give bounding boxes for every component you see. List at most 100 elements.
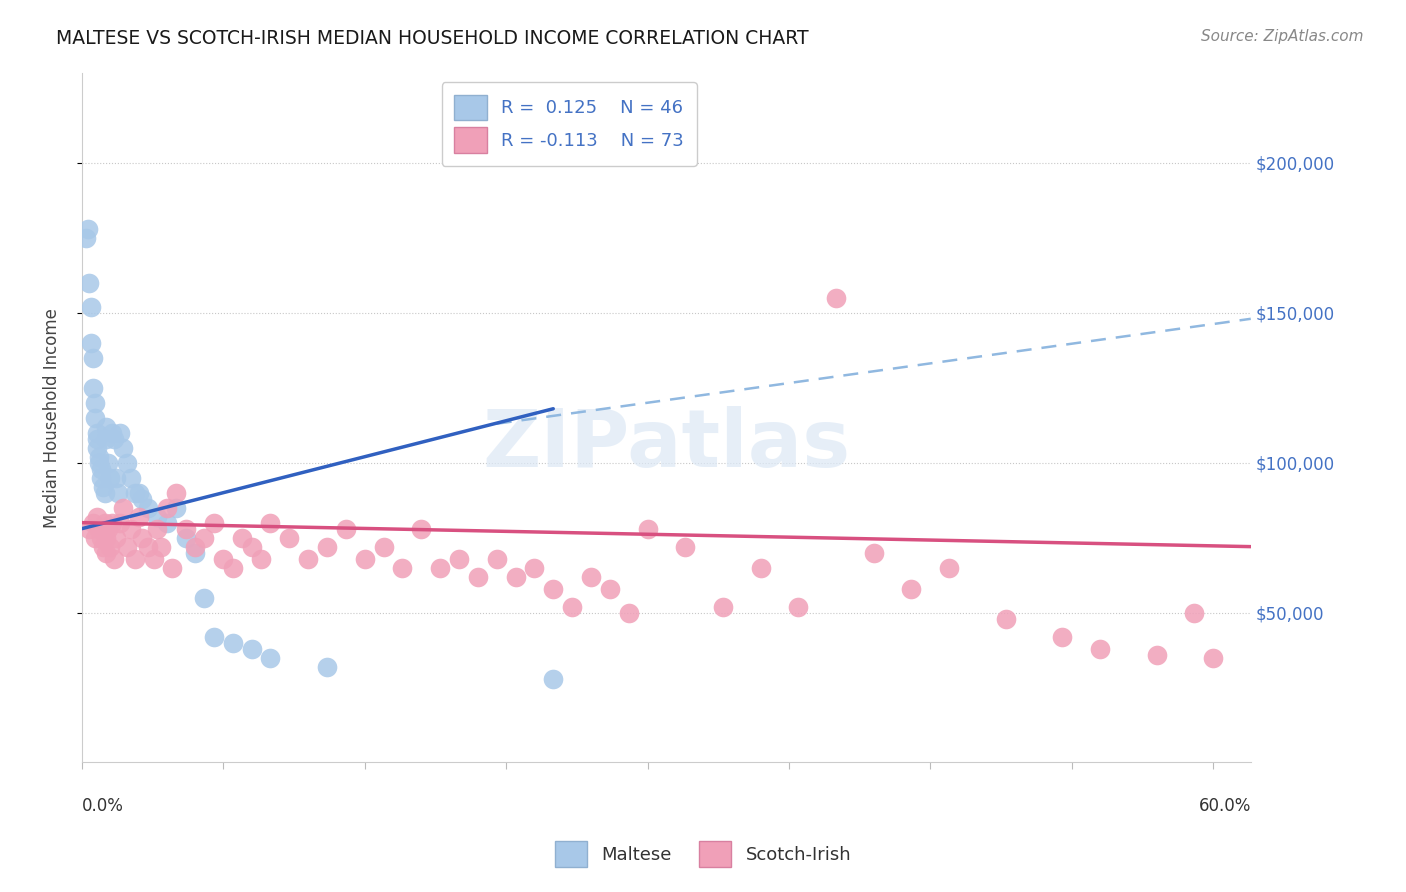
Point (79, 276, 101, 290)
Point (93, 485, 115, 500)
Point (1146, 648, 1168, 662)
Point (749, 560, 772, 574)
Point (1088, 641, 1111, 656)
Point (316, 540, 339, 554)
Point (1052, 630, 1074, 644)
Point (142, 551, 165, 566)
Point (128, 509, 150, 524)
Point (86, 425, 108, 440)
Point (259, 650, 281, 665)
Point (87, 450, 110, 464)
Point (108, 425, 131, 440)
Point (91, 480, 114, 494)
Point (120, 522, 142, 536)
Point (202, 630, 225, 644)
Point (124, 551, 146, 566)
Point (411, 522, 433, 536)
Point (938, 560, 960, 574)
Point (146, 522, 169, 536)
Point (76, 222, 98, 236)
Point (131, 531, 153, 545)
Point (82, 516, 104, 530)
Point (90, 461, 112, 475)
Point (222, 560, 245, 574)
Point (202, 516, 225, 530)
Point (240, 540, 263, 554)
Text: 0.0%: 0.0% (82, 797, 124, 814)
Point (120, 471, 142, 485)
Point (711, 599, 734, 614)
Point (222, 635, 245, 649)
Point (156, 500, 179, 515)
Point (184, 540, 207, 554)
Point (101, 425, 124, 440)
Point (87, 456, 110, 470)
Point (193, 531, 215, 545)
Point (673, 540, 696, 554)
Point (112, 500, 135, 515)
Y-axis label: Median Household Income: Median Household Income (44, 308, 60, 528)
Point (259, 516, 281, 530)
Point (79, 522, 101, 536)
Point (523, 560, 546, 574)
Point (212, 551, 235, 566)
Point (447, 551, 470, 566)
Text: ZIPatlas: ZIPatlas (482, 407, 851, 484)
Point (335, 522, 357, 536)
Point (165, 500, 187, 515)
Point (250, 551, 273, 566)
Point (101, 516, 124, 530)
Point (107, 485, 129, 500)
Point (156, 516, 179, 530)
Point (84, 410, 107, 425)
Text: MALTESE VS SCOTCH-IRISH MEDIAN HOUSEHOLD INCOME CORRELATION CHART: MALTESE VS SCOTCH-IRISH MEDIAN HOUSEHOLD… (56, 29, 808, 47)
Point (90, 531, 112, 545)
Point (115, 540, 138, 554)
Point (579, 569, 602, 583)
Point (165, 485, 187, 500)
Point (297, 551, 319, 566)
Point (174, 522, 197, 536)
Point (136, 500, 159, 515)
Point (104, 471, 127, 485)
Point (131, 491, 153, 506)
Point (150, 540, 173, 554)
Point (112, 441, 135, 455)
Point (353, 551, 375, 566)
Point (104, 531, 127, 545)
Point (994, 611, 1017, 625)
Point (97, 522, 120, 536)
Point (98, 540, 121, 554)
Point (174, 531, 197, 545)
Point (108, 516, 131, 530)
Point (80, 335, 103, 350)
Point (240, 641, 263, 656)
Point (90, 471, 112, 485)
Point (373, 540, 395, 554)
Point (86, 441, 108, 455)
Point (103, 551, 125, 566)
Point (75, 231, 97, 245)
Point (103, 432, 125, 446)
Point (84, 531, 107, 545)
Point (87, 522, 110, 536)
Point (862, 546, 884, 560)
Point (98, 471, 121, 485)
Point (825, 291, 848, 305)
Text: 60.0%: 60.0% (1198, 797, 1251, 814)
Point (505, 569, 527, 583)
Point (316, 659, 339, 673)
Point (541, 582, 564, 596)
Point (467, 569, 489, 583)
Point (146, 509, 169, 524)
Point (637, 522, 659, 536)
Point (97, 456, 120, 470)
Point (82, 351, 104, 365)
Point (1202, 650, 1225, 665)
Point (96, 419, 118, 434)
Point (86, 509, 108, 524)
Point (617, 606, 640, 620)
Point (124, 485, 146, 500)
Point (91, 540, 114, 554)
Text: Source: ZipAtlas.com: Source: ZipAtlas.com (1201, 29, 1364, 44)
